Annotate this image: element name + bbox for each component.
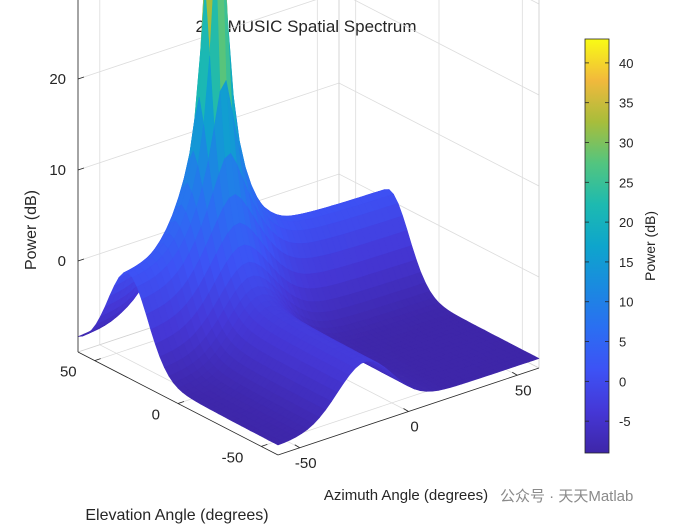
colorbar-tick-label: 15: [619, 255, 633, 270]
y-tick-label: 0: [152, 407, 160, 424]
y-tick: [177, 401, 185, 404]
z-tick: [77, 167, 85, 171]
colorbar-tick-label: 0: [619, 374, 626, 389]
x-tick-label: 0: [410, 419, 418, 436]
y-tick-label: -50: [222, 449, 244, 466]
colorbar-ticks: -5 0 5 10 15 20 25 30 35 40: [585, 56, 633, 429]
y-tick: [261, 444, 268, 447]
z-tick: [77, 76, 85, 80]
colorbar: -5 0 5 10 15 20 25 30 35 40 Power (dB): [584, 38, 658, 454]
x-axis-label: Azimuth Angle (degrees): [324, 487, 488, 504]
z-tick: [77, 258, 85, 262]
x-tick: [512, 371, 518, 376]
z-tick-label: 20: [49, 71, 66, 88]
y-tick: [94, 358, 101, 361]
y-tick-label: 50: [60, 364, 77, 381]
x-tick-label: 50: [515, 382, 532, 399]
colorbar-tick-label: 5: [619, 335, 626, 350]
colorbar-tick-label: 30: [619, 136, 633, 151]
z-axis-label: Power (dB): [23, 190, 40, 270]
x-tick: [294, 444, 300, 449]
watermark: 公众号 · 天天Matlab: [500, 488, 633, 505]
z-grid-line: [77, 0, 540, 96]
colorbar-scale: [584, 38, 610, 454]
colorbar-tick-label: 40: [619, 56, 633, 71]
colorbar-tick-label: 25: [619, 175, 633, 190]
x-tick-label: -50: [295, 455, 317, 472]
colorbar-tick-label: 35: [619, 96, 633, 111]
colorbar-label: Power (dB): [642, 211, 658, 281]
surface-patch: [273, 439, 285, 446]
surface-plot: [77, 0, 540, 446]
colorbar-tick-label: 10: [619, 295, 633, 310]
colorbar-tick-label: 20: [619, 215, 633, 230]
z-grid-line: [77, 82, 540, 187]
y-axis-label: Elevation Angle (degrees): [85, 507, 268, 524]
z-tick-label: 0: [58, 253, 66, 270]
x-tick: [403, 408, 409, 412]
colorbar-tick-label: -5: [619, 414, 631, 429]
z-tick-label: 10: [49, 162, 66, 179]
